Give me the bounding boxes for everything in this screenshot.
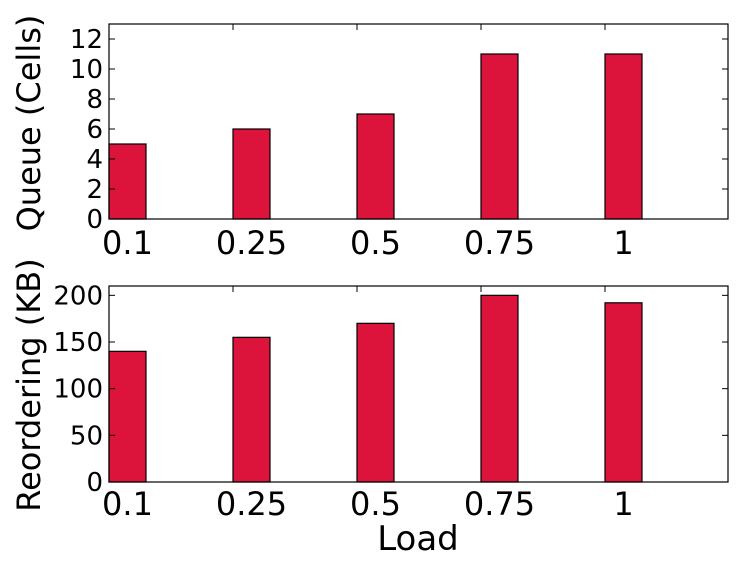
reordering-x-tick-label: 0.75 [464,485,535,523]
reordering-bar-3 [356,322,395,483]
queue-y-tick-label: 8 [86,85,103,115]
queue-x-tick-label: 0.75 [464,224,535,262]
reordering-bar-1 [108,350,147,483]
reordering-x-tick-label: 0.1 [102,485,153,523]
reordering-bars [108,294,643,483]
reordering-y-ticks: 0 50 100 150 200 [53,281,728,498]
queue-x-tick-label: 0.5 [350,224,401,262]
queue-x-tick-label: 0.25 [216,224,287,262]
reordering-x-tick-label: 0.5 [350,485,401,523]
reordering-x-tick-label: 0.25 [216,485,287,523]
reordering-y-tick-label: 50 [70,421,103,451]
reordering-bar-4 [480,294,519,483]
reordering-plot-frame [108,285,729,483]
reordering-y-tick-label: 150 [53,328,103,358]
reordering-y-tick-label: 0 [86,468,103,498]
queue-y-tick-label: 12 [70,25,103,55]
queue-bar-3 [356,113,395,220]
reordering-bar-2 [232,336,271,483]
queue-y-axis-label: Queue (Cells) [10,15,48,232]
queue-y-tick-label: 4 [86,145,103,175]
queue-y-tick-label: 2 [86,175,103,205]
reordering-y-axis-label: Reordering (KB) [10,258,48,511]
queue-plot-frame [108,23,729,220]
queue-bar-5 [604,53,643,220]
queue-bar-4 [480,53,519,220]
reordering-bar-5 [604,302,643,483]
reordering-y-tick-label: 100 [53,375,103,405]
queue-y-tick-label: 6 [86,115,103,145]
queue-x-tick-label: 0.1 [102,224,153,262]
queue-bar-1 [108,143,147,220]
queue-y-tick-label: 10 [70,55,103,85]
queue-x-tick-label: 1 [613,224,633,262]
queue-y-tick-label: 0 [86,205,103,235]
queue-bar-2 [232,128,271,220]
queue-bars [108,53,643,220]
reordering-x-ticks: 0.1 0.25 0.5 0.75 1 [102,286,634,523]
queue-x-ticks: 0.1 0.25 0.5 0.75 1 [102,24,634,262]
reordering-x-tick-label: 1 [613,485,633,523]
x-axis-label: Load [377,519,459,559]
reordering-y-tick-label: 200 [53,281,103,311]
